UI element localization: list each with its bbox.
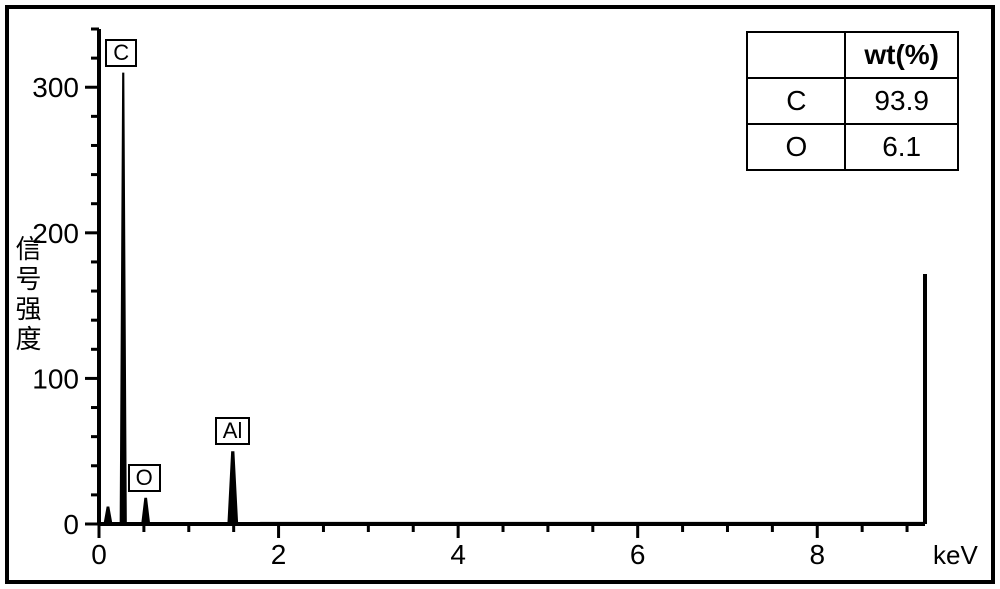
table-header-blank bbox=[747, 32, 845, 78]
table-cell-element: O bbox=[747, 124, 845, 170]
svg-text:8: 8 bbox=[809, 539, 825, 570]
peak-label-al: Al bbox=[215, 417, 251, 445]
table-row: C 93.9 bbox=[747, 78, 958, 124]
svg-text:300: 300 bbox=[32, 72, 79, 103]
table-header-wt: wt(%) bbox=[845, 32, 958, 78]
svg-text:0: 0 bbox=[63, 509, 79, 540]
table-row: O 6.1 bbox=[747, 124, 958, 170]
svg-text:0: 0 bbox=[91, 539, 107, 570]
table-header-row: wt(%) bbox=[747, 32, 958, 78]
composition-table: wt(%) C 93.9 O 6.1 bbox=[746, 31, 959, 171]
svg-text:6: 6 bbox=[630, 539, 646, 570]
svg-text:200: 200 bbox=[32, 218, 79, 249]
svg-text:100: 100 bbox=[32, 363, 79, 394]
svg-text:4: 4 bbox=[450, 539, 466, 570]
peak-label-c: C bbox=[105, 39, 137, 67]
table-cell-element: C bbox=[747, 78, 845, 124]
table-cell-value: 93.9 bbox=[845, 78, 958, 124]
frame: 信号强度 02468keV0100200300 wt(%) C 93.9 O 6… bbox=[5, 5, 995, 584]
svg-text:keV: keV bbox=[933, 540, 978, 570]
svg-text:2: 2 bbox=[271, 539, 287, 570]
peak-label-o: O bbox=[128, 464, 161, 492]
table-cell-value: 6.1 bbox=[845, 124, 958, 170]
